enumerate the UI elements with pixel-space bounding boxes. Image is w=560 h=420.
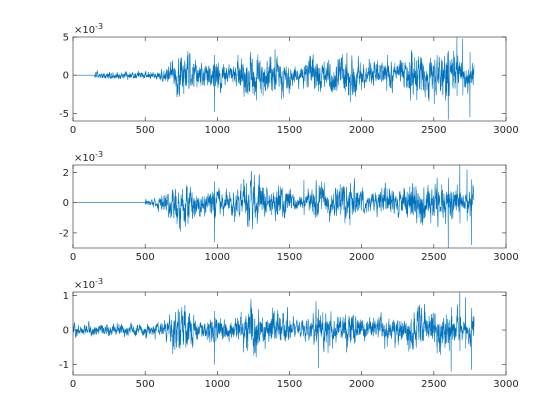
x-tick-label: 3000 <box>493 125 518 136</box>
series-line <box>73 36 475 120</box>
y-tick-label: 0 <box>63 71 69 82</box>
x-tick-label: 0 <box>70 252 76 263</box>
subplot-2: 0 500 1000 1500 2000 2500 3000 -2 0 2 ×10-3 <box>59 150 519 263</box>
x-tick-label: 1500 <box>277 125 302 136</box>
y-tick-label: 1 <box>63 291 69 302</box>
series-line <box>73 164 475 249</box>
y-exponent-label: ×10-3 <box>74 150 103 164</box>
y-tick-label: 5 <box>63 33 69 44</box>
y-tick-label: 0 <box>63 198 69 209</box>
series-line <box>72 291 475 372</box>
x-tick-label: 0 <box>70 125 76 136</box>
x-tick-label: 1000 <box>205 252 230 263</box>
y-tick-label: 2 <box>63 168 69 179</box>
x-tick-label: 1000 <box>205 379 230 390</box>
x-tick-label: 2500 <box>421 252 446 263</box>
y-tick-label: -2 <box>59 228 69 239</box>
x-tick-label: 2000 <box>349 125 374 136</box>
x-tick-label: 2000 <box>349 252 374 263</box>
y-tick-label: -5 <box>59 109 69 120</box>
x-tick-label: 1000 <box>205 125 230 136</box>
x-tick-label: 2500 <box>421 125 446 136</box>
y-exponent-label: ×10-3 <box>74 22 103 36</box>
x-tick-label: 1500 <box>277 379 302 390</box>
x-tick-label: 0 <box>70 379 76 390</box>
x-tick-label: 3000 <box>493 252 518 263</box>
y-tick-label: -1 <box>59 360 69 371</box>
x-tick-label: 500 <box>136 125 155 136</box>
x-tick-label: 1500 <box>277 252 302 263</box>
x-tick-label: 500 <box>136 379 155 390</box>
y-tick-label: 0 <box>63 326 69 337</box>
x-tick-label: 2500 <box>421 379 446 390</box>
subplot-3: 0 500 1000 1500 2000 2500 3000-101×10-3 <box>59 277 519 390</box>
x-tick-label: 2000 <box>349 379 374 390</box>
subplot-1: 0 500 1000 1500 2000 2500 3000-505×10-3 <box>59 22 519 136</box>
y-exponent-label: ×10-3 <box>74 277 103 291</box>
x-tick-label: 500 <box>136 252 155 263</box>
x-tick-label: 3000 <box>493 379 518 390</box>
